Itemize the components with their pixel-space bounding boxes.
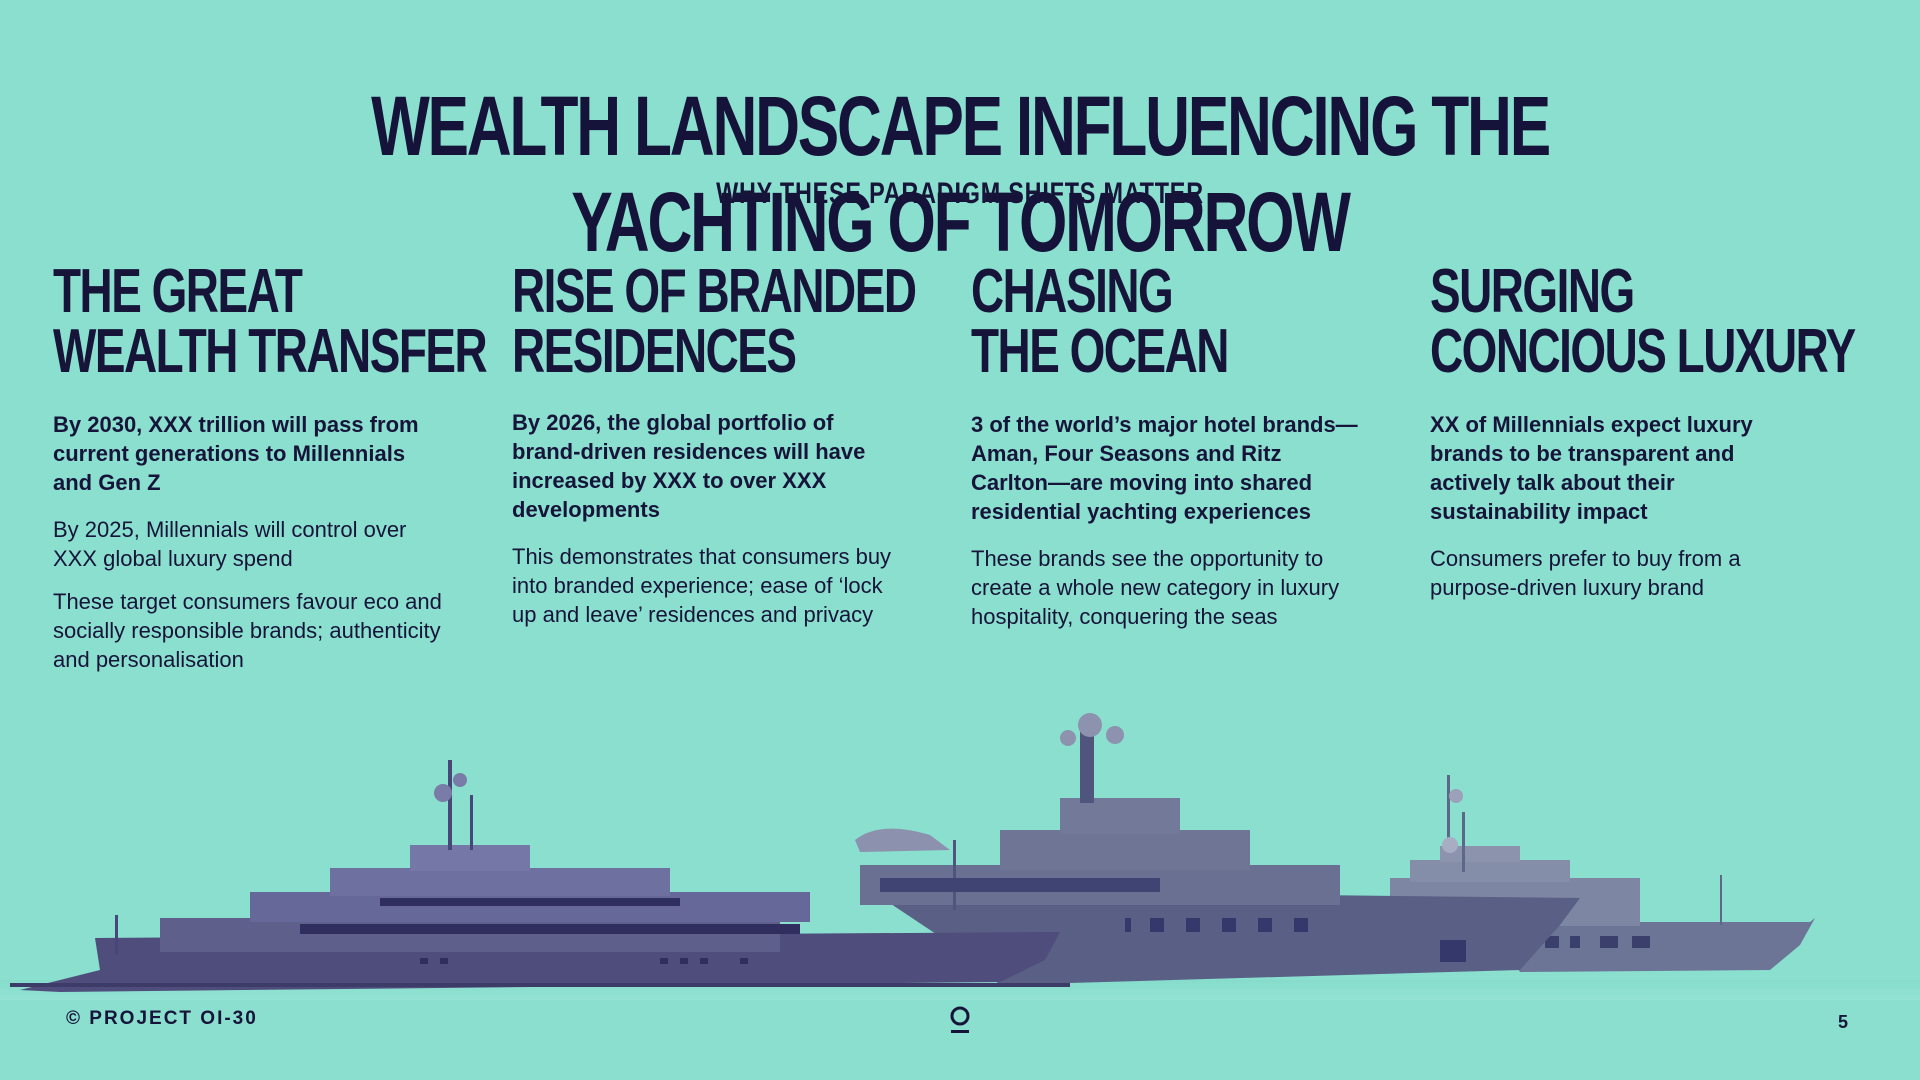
yachts-illustration [0,713,1920,1000]
column-lead: 3 of the world’s major hotel brands—Aman… [971,412,1358,524]
column-body: Consumers prefer to buy from a purpose-d… [1430,546,1741,600]
page-number: 5 [1838,1012,1849,1032]
page-subtitle: WHY THESE PARADIGM SHIFTS MATTER [716,177,1204,210]
project-logo-icon [949,1005,971,1040]
column-chasing-ocean: CHASING THE OCEAN 3 of the world’s major… [971,257,1391,631]
column-lead: By 2030, XXX trillion will pass from cur… [53,412,419,495]
page-title: WEALTH LANDSCAPE INFLUENCING THE YACHTIN… [371,79,1551,269]
column-body: These target consumers favour eco and so… [53,589,442,672]
column-lead: By 2026, the global portfolio of brand-d… [512,410,866,522]
yacht-middle [855,713,1580,985]
yacht-left [20,760,1060,992]
column-heading: CHASING THE OCEAN [971,257,1229,386]
column-conscious-luxury: SURGING CONCIOUS LUXURY XX of Millennial… [1430,257,1856,602]
column-body: These brands see the opportunity to crea… [971,546,1340,629]
column-wealth-transfer: THE GREAT WEALTH TRANSFER By 2030, XXX t… [53,257,488,674]
column-lead: XX of Millennials expect luxury brands t… [1430,412,1753,524]
column-heading: THE GREAT WEALTH TRANSFER [53,257,488,386]
column-body: By 2025, Millennials will control over X… [53,517,407,571]
column-branded-residences: RISE OF BRANDED RESIDENCES By 2026, the … [512,257,932,629]
column-heading: RISE OF BRANDED RESIDENCES [512,257,917,386]
column-heading: SURGING CONCIOUS LUXURY [1430,257,1856,386]
copyright-text: © PROJECT OI-30 [66,1008,258,1029]
column-body: This demonstrates that consumers buy int… [512,544,892,627]
